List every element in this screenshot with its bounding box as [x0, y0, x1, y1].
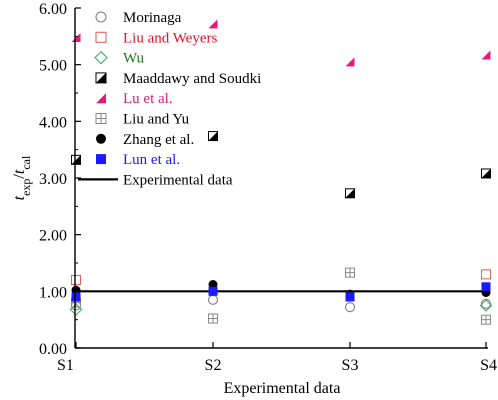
data-point	[481, 314, 491, 325]
data-point	[71, 285, 81, 295]
legend-label: Liu and Weyers	[123, 30, 217, 46]
legend: Morinaga Liu and Weyers Wu Maaddawy and Sou…	[78, 10, 261, 188]
y-label-t2: t	[11, 169, 28, 174]
data-point	[70, 274, 82, 286]
legend-entry: Wu	[94, 50, 145, 67]
y-tick-label: 4.00	[39, 114, 67, 131]
legend-label: Morinaga	[123, 10, 182, 26]
legend-entry: Zhang et al.	[96, 132, 194, 148]
data-point	[480, 269, 492, 280]
y-label-sub1: exp	[19, 179, 33, 196]
data-point	[208, 131, 218, 142]
legend-marker	[96, 93, 106, 104]
data-point	[208, 313, 218, 324]
legend-label: Lu et al.	[123, 91, 173, 107]
legend-label: Zhang et al.	[123, 132, 194, 148]
x-tick-label: S4	[480, 357, 497, 374]
legend-entry: Lu et al.	[96, 91, 173, 107]
legend-entry: Maaddawy and Soudki	[95, 71, 261, 87]
x-ticks: S1 S2 S3 S4	[57, 342, 497, 374]
y-tick-label: 0.00	[39, 341, 67, 358]
legend-entry: Liu and Yu	[95, 112, 190, 128]
legend-marker	[95, 72, 107, 84]
data-point	[345, 267, 355, 278]
y-axis-label: texp/tcal	[11, 155, 33, 200]
legend-marker	[95, 31, 107, 43]
data-point	[481, 282, 491, 292]
legend-marker	[95, 11, 107, 23]
legend-marker	[94, 50, 108, 65]
legend-marker	[96, 133, 106, 144]
y-tick-label: 2.00	[39, 228, 67, 245]
legend-entry: Liu and Weyers	[95, 30, 217, 46]
legend-entry: Experimental data	[78, 172, 233, 188]
y-tick-label: 6.00	[39, 1, 67, 18]
legend-entry: Morinaga	[95, 10, 182, 26]
y-ticks: 0.00 1.00 2.00 3.00 4.00 5.00 6.00	[39, 1, 81, 358]
y-tick-label: 5.00	[39, 58, 67, 75]
svg-text:texp/tcal: texp/tcal	[11, 155, 33, 200]
data-point	[344, 302, 356, 313]
y-label-t1: t	[11, 195, 28, 200]
y-label-slash: /	[11, 174, 28, 179]
x-axis-label: Experimental data	[224, 380, 341, 397]
data-point	[208, 286, 218, 296]
data-point	[207, 294, 219, 305]
data-point	[71, 32, 81, 42]
x-tick-label: S3	[342, 357, 359, 374]
data-point	[71, 292, 81, 302]
y-label-sub2: cal	[19, 155, 33, 170]
data-point	[345, 57, 355, 67]
legend-label: Liu and Yu	[123, 112, 190, 128]
legend-label: Maaddawy and Soudki	[123, 71, 261, 87]
legend-label: Lun et al.	[123, 152, 180, 168]
x-tick-label: S2	[205, 357, 222, 374]
legend-marker	[96, 154, 106, 165]
x-tick-label: S1	[57, 357, 74, 374]
data-point	[71, 154, 81, 165]
data-point	[479, 299, 493, 312]
legend-label: Wu	[123, 51, 145, 67]
data-point	[345, 188, 355, 199]
data-point	[208, 280, 218, 290]
data-point	[345, 292, 355, 302]
y-tick-label: 1.00	[39, 284, 67, 301]
legend-label: Experimental data	[123, 172, 233, 188]
data-point	[481, 168, 491, 179]
data-point	[208, 19, 218, 29]
plot-area	[69, 19, 493, 325]
y-tick-label: 3.00	[39, 171, 67, 188]
legend-entry: Lun et al.	[96, 152, 180, 168]
data-point	[481, 50, 491, 60]
legend-marker	[95, 113, 107, 124]
